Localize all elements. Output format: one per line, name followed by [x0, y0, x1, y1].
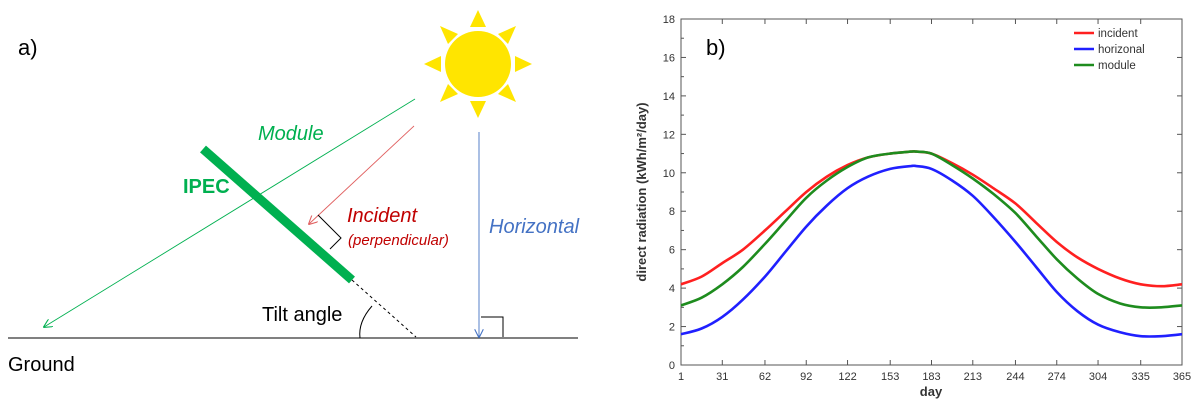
y-tick-label: 10 — [663, 168, 675, 180]
horizontal-right-angle-marker — [481, 316, 504, 337]
panel-label-a: a) — [18, 35, 38, 60]
incident-ray-arrow — [309, 125, 415, 224]
sun-icon — [424, 10, 532, 118]
y-tick-label: 14 — [663, 91, 675, 103]
module-label: Module — [258, 123, 324, 145]
x-tick-label: 304 — [1089, 371, 1107, 383]
ipec-panel — [200, 145, 355, 284]
ipec-label: IPEC — [183, 176, 230, 198]
chart-series — [680, 150, 1183, 338]
panel-label-b: b) — [706, 35, 726, 60]
y-tick-label: 6 — [669, 245, 675, 257]
chart-axes: 0 2 4 6 8 10 12 14 16 18 1 31 62 92 122 153 183 213 244 274… — [663, 14, 1191, 383]
y-tick-label: 4 — [669, 283, 675, 295]
x-tick-label: 122 — [838, 371, 856, 383]
panel-extension-line — [351, 279, 417, 338]
y-tick-label: 18 — [663, 14, 675, 26]
incident-label: Incident — [347, 205, 418, 227]
series-line-incident — [680, 150, 1183, 288]
ground-label: Ground — [8, 354, 75, 376]
x-tick-label: 62 — [759, 371, 771, 383]
module-ray-arrow — [44, 98, 416, 327]
x-tick-label: 92 — [800, 371, 812, 383]
y-tick-label: 16 — [663, 52, 675, 64]
x-tick-label: 335 — [1132, 371, 1150, 383]
perpendicular-label: (perpendicular) — [348, 232, 449, 249]
tilt-angle-label: Tilt angle — [262, 304, 342, 326]
legend-label-incident: incident — [1098, 28, 1138, 40]
perpendicular-marker — [317, 214, 342, 250]
y-tick-label: 0 — [669, 360, 675, 372]
x-tick-label: 213 — [964, 371, 982, 383]
series-line-horizonal — [680, 164, 1183, 338]
x-tick-label: 244 — [1006, 371, 1024, 383]
x-tick-label: 153 — [881, 371, 899, 383]
y-tick-label: 12 — [663, 129, 675, 141]
y-tick-label: 2 — [669, 322, 675, 334]
legend-label-module: module — [1098, 60, 1136, 72]
horizontal-label: Horizontal — [489, 216, 580, 238]
x-tick-label: 31 — [716, 371, 728, 383]
x-tick-label: 365 — [1173, 371, 1191, 383]
x-axis-label: day — [920, 384, 943, 399]
y-axis-label: direct radiation (kWh/m²/day) — [634, 102, 649, 281]
legend-label-horizonal: horizonal — [1098, 44, 1145, 56]
direct-radiation-chart: 0 2 4 6 8 10 12 14 16 18 1 31 62 92 122 153 183 213 244 274… — [634, 14, 1191, 399]
chart-legend: incident horizonal module — [1074, 28, 1145, 72]
x-tick-label: 183 — [922, 371, 940, 383]
irradiance-geometry-diagram: a) Ground Module IPEC Incident (perpendi… — [8, 10, 580, 376]
tilt-angle-arc — [359, 305, 373, 339]
series-line-module — [680, 150, 1183, 310]
x-tick-label: 274 — [1048, 371, 1066, 383]
x-tick-label: 1 — [678, 371, 684, 383]
y-tick-label: 8 — [669, 206, 675, 218]
